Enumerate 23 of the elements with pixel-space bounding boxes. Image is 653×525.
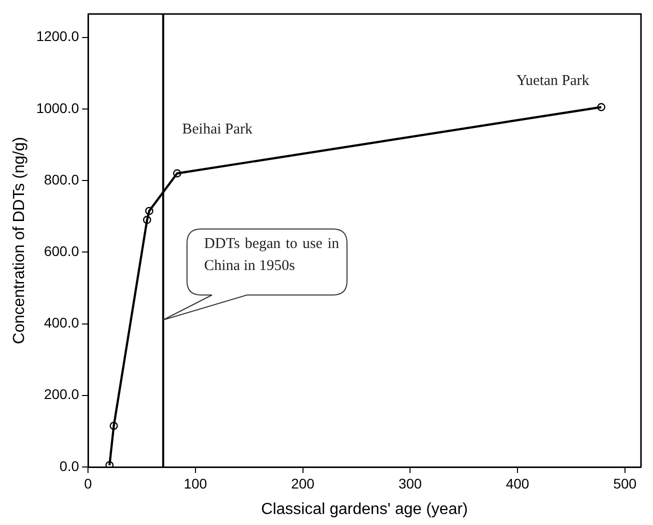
annotation: DDTs began to use in China in 1950s <box>204 235 340 276</box>
annotation: Yuetan Park <box>516 73 590 90</box>
point <box>145 206 154 216</box>
point <box>597 103 606 112</box>
y-tick-label: 400.0 <box>44 314 80 331</box>
x-tick-label: 500 <box>613 475 637 492</box>
y-tick-label: 0.0 <box>60 458 80 474</box>
x-tick-label: 300 <box>398 475 422 492</box>
point <box>173 169 182 178</box>
y-axis-title: Concentration of DDTs (ng/g) <box>11 136 28 344</box>
point <box>110 422 118 430</box>
x-tick-label: 100 <box>184 475 208 492</box>
x-tick-label: 400 <box>506 475 530 492</box>
x-axis-title: Classical gardens' age (year) <box>261 500 468 518</box>
y-tick-label: 800.0 <box>44 171 80 188</box>
y-tick-label: 600.0 <box>44 243 80 259</box>
point <box>142 216 152 224</box>
x-tick-label: 0 <box>84 475 92 492</box>
annotation: Beihai Park <box>182 121 254 138</box>
y-tick-label: 1200.0 <box>36 28 80 44</box>
y-tick-label: 200.0 <box>44 386 80 402</box>
x-tick-label: 200 <box>291 475 315 492</box>
y-tick-label: 1000.0 <box>36 100 80 116</box>
